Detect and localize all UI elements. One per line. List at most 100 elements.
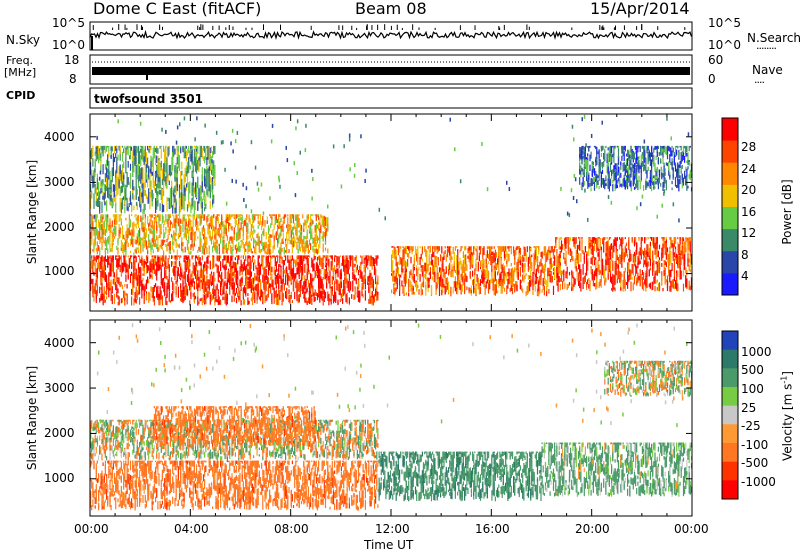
power-cell [143, 210, 145, 215]
power-cell [570, 248, 572, 256]
power-cell [534, 279, 536, 284]
power-cell [649, 241, 651, 247]
power-cell [485, 267, 487, 278]
power-cell [649, 252, 651, 256]
power-cell [408, 285, 410, 293]
power-cell [567, 237, 569, 239]
power-cell [90, 240, 92, 247]
power-cell [148, 291, 150, 295]
power-cell [523, 275, 525, 283]
power-cell [142, 239, 144, 248]
power-cell [155, 239, 157, 247]
power-cell [332, 267, 335, 277]
power-cell [91, 233, 93, 243]
power-cell [169, 214, 171, 217]
power-cell [265, 281, 267, 292]
power-cell [460, 260, 462, 270]
power-cell [129, 255, 132, 259]
power-cell [550, 271, 552, 280]
power-cell [128, 222, 130, 230]
power-cell [464, 254, 466, 266]
power-cell [163, 264, 165, 267]
power-cell [204, 261, 206, 268]
power-cell [278, 267, 280, 276]
power-cell [291, 214, 293, 219]
power-cell [206, 145, 208, 149]
power-cell [483, 259, 485, 269]
power-cell [184, 246, 186, 253]
power-cell [177, 244, 179, 248]
power-cell [607, 245, 609, 258]
power-cell [593, 237, 596, 241]
power-cell [197, 256, 199, 261]
power-cell [501, 247, 503, 252]
power-cell [420, 283, 422, 290]
power-cell [320, 276, 322, 285]
power-cell [273, 297, 275, 304]
power-cell [469, 249, 471, 258]
power-cell [142, 214, 144, 220]
power-cell [254, 292, 256, 303]
power-cell [437, 246, 439, 251]
power-cell [413, 258, 415, 267]
power-cell [253, 289, 255, 298]
power-cell [198, 255, 200, 259]
power-cell [269, 214, 271, 216]
power-cell [267, 225, 270, 235]
power-cell [99, 231, 101, 238]
power-cell [254, 214, 256, 217]
power-cell [185, 230, 187, 233]
power-cell [94, 169, 96, 177]
power-cell [298, 241, 300, 251]
power-cell [500, 258, 502, 269]
power-cell [425, 249, 427, 257]
power-cell [186, 259, 189, 270]
power-cell [107, 222, 109, 227]
power-cell [225, 243, 227, 250]
power-cell [326, 255, 328, 259]
power-cell [458, 261, 460, 272]
power-cell [123, 255, 125, 263]
power-cell [295, 230, 297, 236]
power-cell [532, 290, 534, 295]
power-cell [175, 223, 177, 233]
power-cell [178, 223, 181, 233]
power-cell [133, 260, 135, 272]
power-cell [271, 277, 273, 287]
power-cell [322, 215, 324, 223]
power-cell [607, 264, 609, 273]
power-cell [408, 246, 410, 251]
power-cell [229, 223, 231, 226]
power-cell [428, 248, 430, 259]
power-cell [234, 274, 236, 283]
power-cell [140, 155, 142, 167]
power-cell [459, 282, 461, 288]
power-cell [503, 257, 506, 261]
power-cell [522, 263, 524, 267]
power-cell [149, 179, 151, 190]
power-cell [346, 267, 348, 275]
power-cell [124, 284, 126, 287]
power-cell [658, 262, 661, 270]
power-cell [250, 248, 252, 254]
power-cell [294, 273, 296, 280]
power-cell [193, 281, 195, 287]
power-cell [120, 202, 122, 214]
power-cell [235, 277, 238, 285]
power-cell [192, 229, 194, 236]
power-cell [534, 246, 536, 253]
power-cell [164, 148, 166, 161]
power-cell [425, 287, 427, 296]
power-cell [605, 252, 607, 257]
power-cell [417, 251, 419, 261]
power-cell [221, 230, 223, 238]
power-cell [157, 155, 159, 170]
power-cell [169, 199, 171, 209]
power-cell [270, 249, 272, 255]
power-cell [242, 224, 244, 232]
power-cell [147, 157, 149, 169]
power-cell [232, 242, 234, 249]
power-cell [151, 190, 153, 202]
power-cell [261, 235, 263, 244]
power-cell [167, 258, 169, 268]
